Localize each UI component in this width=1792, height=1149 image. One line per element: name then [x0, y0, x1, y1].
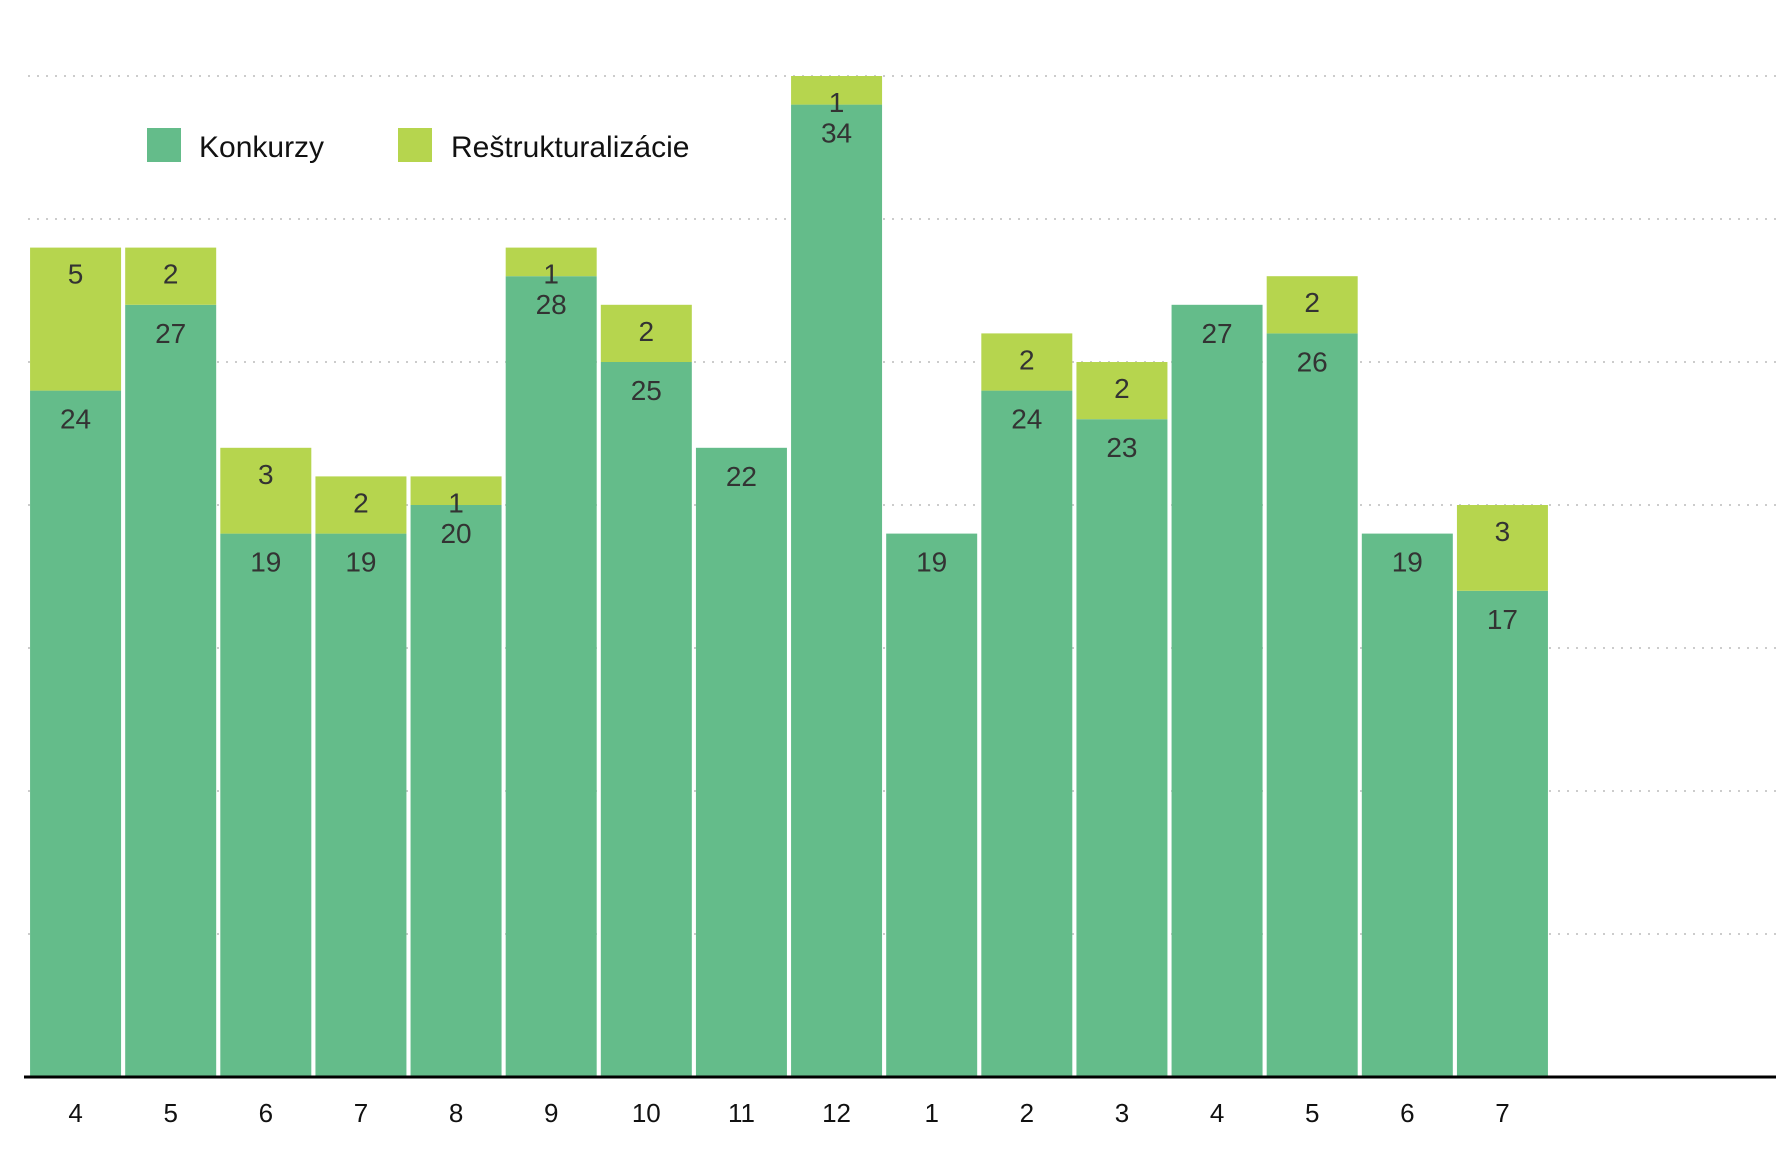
- bar-konkurzy-15: [1456, 590, 1548, 1077]
- bar-konkurzy-5: [505, 276, 597, 1077]
- bar-label-konkurzy-6: 25: [631, 375, 662, 406]
- bar-konkurzy-3: [315, 533, 407, 1077]
- bar-restrukturalizacie-1: [125, 247, 217, 305]
- bar-konkurzy-4: [410, 505, 502, 1077]
- x-tick-labels: 4 5 6 7 8 9 10 11 12 1 2 3 4 5 6 7: [68, 1098, 1509, 1128]
- bar-restrukturalizacie-6: [600, 304, 692, 362]
- bar-konkurzy-12: [1171, 304, 1263, 1077]
- x-tick-label-3: 7: [354, 1098, 368, 1128]
- bars: [30, 76, 1548, 1078]
- bar-konkurzy-6: [600, 362, 692, 1077]
- x-tick-label-8: 12: [822, 1098, 851, 1128]
- bar-label-konkurzy-8: 34: [821, 118, 852, 149]
- x-tick-label-1: 5: [163, 1098, 177, 1128]
- bar-label-konkurzy-7: 22: [726, 461, 757, 492]
- x-tick-label-0: 4: [68, 1098, 82, 1128]
- bar-konkurzy-14: [1361, 533, 1453, 1077]
- x-tick-label-14: 6: [1400, 1098, 1414, 1128]
- bar-konkurzy-1: [125, 304, 217, 1077]
- x-tick-label-10: 2: [1020, 1098, 1034, 1128]
- bar-label-konkurzy-14: 19: [1392, 547, 1423, 578]
- bar-label-konkurzy-0: 24: [60, 404, 91, 435]
- bar-konkurzy-13: [1266, 333, 1358, 1077]
- bar-label-konkurzy-13: 26: [1297, 346, 1328, 377]
- bar-restrukturalizacie-2: [220, 447, 312, 534]
- x-tick-label-12: 4: [1210, 1098, 1224, 1128]
- bar-konkurzy-11: [1076, 419, 1168, 1077]
- bar-label-restrukturalizacie-3: 2: [353, 487, 369, 518]
- bar-konkurzy-10: [981, 390, 1073, 1078]
- legend-label-restrukturalizacie: Reštrukturalizácie: [451, 131, 689, 164]
- bar-label-konkurzy-15: 17: [1487, 604, 1518, 635]
- bar-label-konkurzy-9: 19: [916, 547, 947, 578]
- legend: Konkurzy Reštrukturalizácie: [147, 128, 689, 164]
- bar-restrukturalizacie-5: [505, 247, 597, 277]
- x-tick-label-2: 6: [259, 1098, 273, 1128]
- bar-konkurzy-0: [30, 390, 122, 1078]
- bar-label-restrukturalizacie-2: 3: [258, 459, 274, 490]
- bar-label-restrukturalizacie-10: 2: [1019, 344, 1035, 375]
- bar-restrukturalizacie-11: [1076, 362, 1168, 420]
- bar-label-restrukturalizacie-8: 1: [829, 87, 845, 118]
- bar-label-restrukturalizacie-6: 2: [639, 316, 655, 347]
- bar-label-konkurzy-10: 24: [1011, 404, 1042, 435]
- bar-konkurzy-8: [791, 104, 883, 1078]
- legend-label-konkurzy: Konkurzy: [199, 131, 324, 164]
- bar-restrukturalizacie-13: [1266, 276, 1358, 334]
- x-tick-label-15: 7: [1495, 1098, 1509, 1128]
- legend-swatch-restrukturalizacie: [398, 128, 432, 162]
- bar-label-konkurzy-5: 28: [536, 289, 567, 320]
- bar-label-restrukturalizacie-11: 2: [1114, 373, 1130, 404]
- bar-label-konkurzy-1: 27: [155, 318, 186, 349]
- bar-label-restrukturalizacie-4: 1: [448, 487, 464, 518]
- bar-label-konkurzy-2: 19: [250, 547, 281, 578]
- x-tick-label-11: 3: [1115, 1098, 1129, 1128]
- bar-konkurzy-9: [886, 533, 978, 1077]
- bar-restrukturalizacie-4: [410, 476, 502, 505]
- x-tick-label-9: 1: [924, 1098, 938, 1128]
- bar-label-restrukturalizacie-15: 3: [1495, 516, 1511, 547]
- bar-value-labels: 2452721931922012812522234119242232272621…: [60, 87, 1518, 635]
- x-tick-label-13: 5: [1305, 1098, 1319, 1128]
- bar-konkurzy-7: [695, 447, 787, 1077]
- bar-konkurzy-2: [220, 533, 312, 1077]
- bar-restrukturalizacie-0: [30, 247, 122, 391]
- bar-label-restrukturalizacie-1: 2: [163, 259, 179, 290]
- bar-label-restrukturalizacie-0: 5: [68, 259, 84, 290]
- bar-restrukturalizacie-15: [1456, 505, 1548, 591]
- x-tick-label-6: 10: [632, 1098, 661, 1128]
- bar-label-restrukturalizacie-5: 1: [543, 259, 559, 290]
- bar-label-restrukturalizacie-13: 2: [1304, 287, 1320, 318]
- x-tick-label-5: 9: [544, 1098, 558, 1128]
- legend-swatch-konkurzy: [147, 128, 181, 162]
- x-tick-label-4: 8: [449, 1098, 463, 1128]
- x-tick-label-7: 11: [728, 1098, 755, 1128]
- bar-label-konkurzy-3: 19: [345, 547, 376, 578]
- bar-label-konkurzy-4: 20: [440, 518, 471, 549]
- bar-restrukturalizacie-10: [981, 333, 1073, 391]
- bar-restrukturalizacie-8: [791, 76, 883, 105]
- bar-restrukturalizacie-3: [315, 476, 407, 534]
- bar-label-konkurzy-12: 27: [1201, 318, 1232, 349]
- bar-label-konkurzy-11: 23: [1106, 432, 1137, 463]
